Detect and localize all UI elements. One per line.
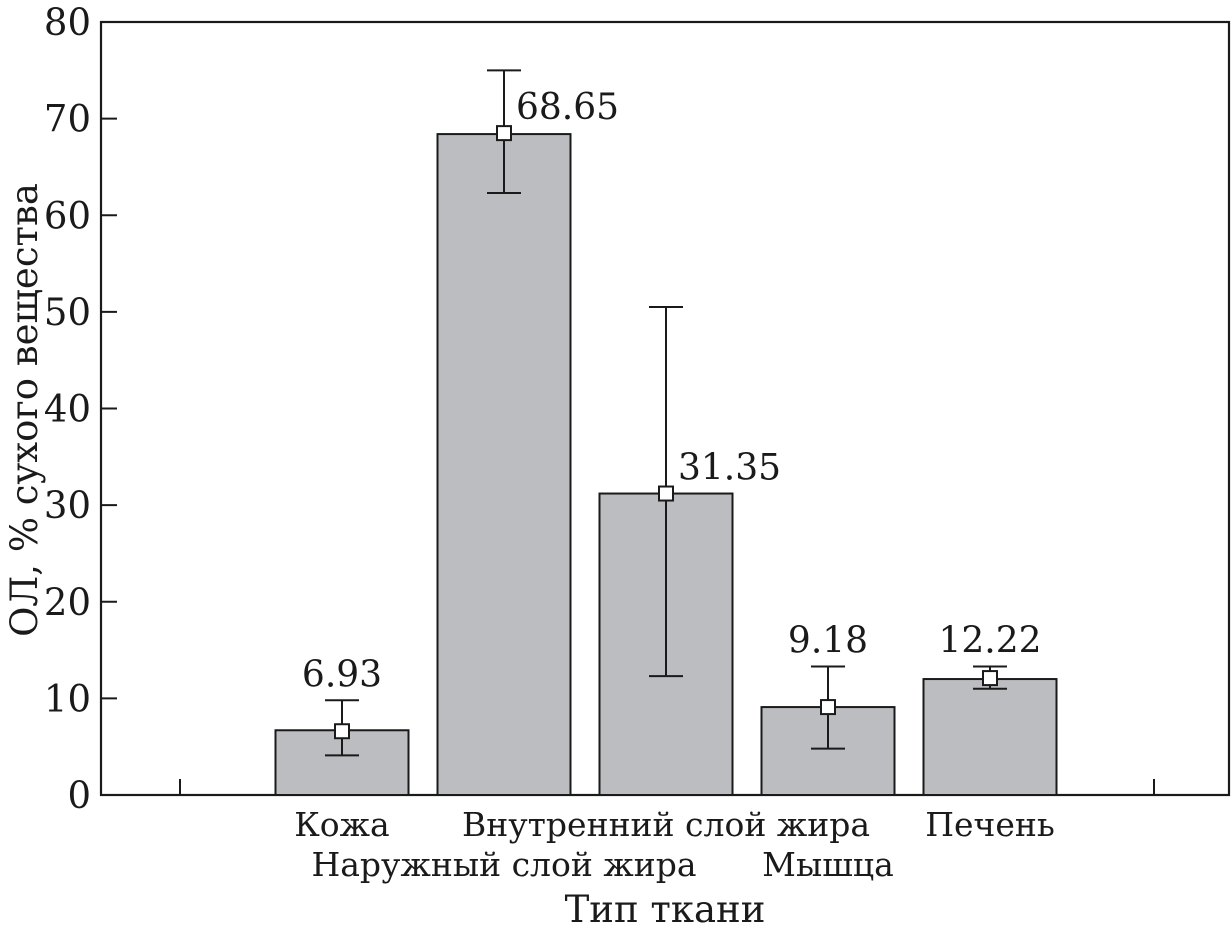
mean-marker — [658, 485, 674, 502]
y-tick-label: 30 — [44, 484, 91, 527]
y-tick-label: 0 — [67, 774, 91, 817]
data-label: 31.35 — [678, 448, 781, 489]
data-label: 68.65 — [516, 87, 619, 128]
data-label: 9.18 — [788, 620, 868, 661]
data-labels: 6.93 68.65 31.35 9.18 12.22 — [302, 87, 1042, 695]
y-tick-label: 70 — [44, 98, 91, 141]
y-tick-label: 10 — [44, 677, 91, 720]
data-label: 12.22 — [938, 620, 1041, 661]
mean-marker — [820, 699, 836, 716]
mean-marker — [496, 125, 512, 142]
bar — [922, 678, 1058, 796]
bar — [436, 133, 572, 796]
mean-marker — [334, 723, 350, 740]
y-tick-label: 20 — [44, 581, 91, 624]
mean-marker — [982, 670, 998, 687]
x-tick-label: Мышца — [762, 845, 894, 884]
x-axis-title: Тип ткани — [565, 888, 766, 931]
y-axis-title: ОЛ, % сухого вещества — [3, 183, 46, 637]
y-tick-label: 50 — [44, 291, 91, 334]
y-tick-label: 40 — [44, 388, 91, 431]
x-tick-label: Внутренний слой жира — [462, 805, 870, 844]
y-tick-label: 80 — [44, 1, 91, 44]
y-tick-label: 60 — [44, 194, 91, 237]
data-label: 6.93 — [302, 654, 382, 695]
x-tick-label: Наружный слой жира — [311, 845, 696, 884]
error-bars — [325, 69, 1007, 757]
x-tick-label: Печень — [925, 805, 1055, 844]
x-tick-label: Кожа — [294, 805, 389, 844]
